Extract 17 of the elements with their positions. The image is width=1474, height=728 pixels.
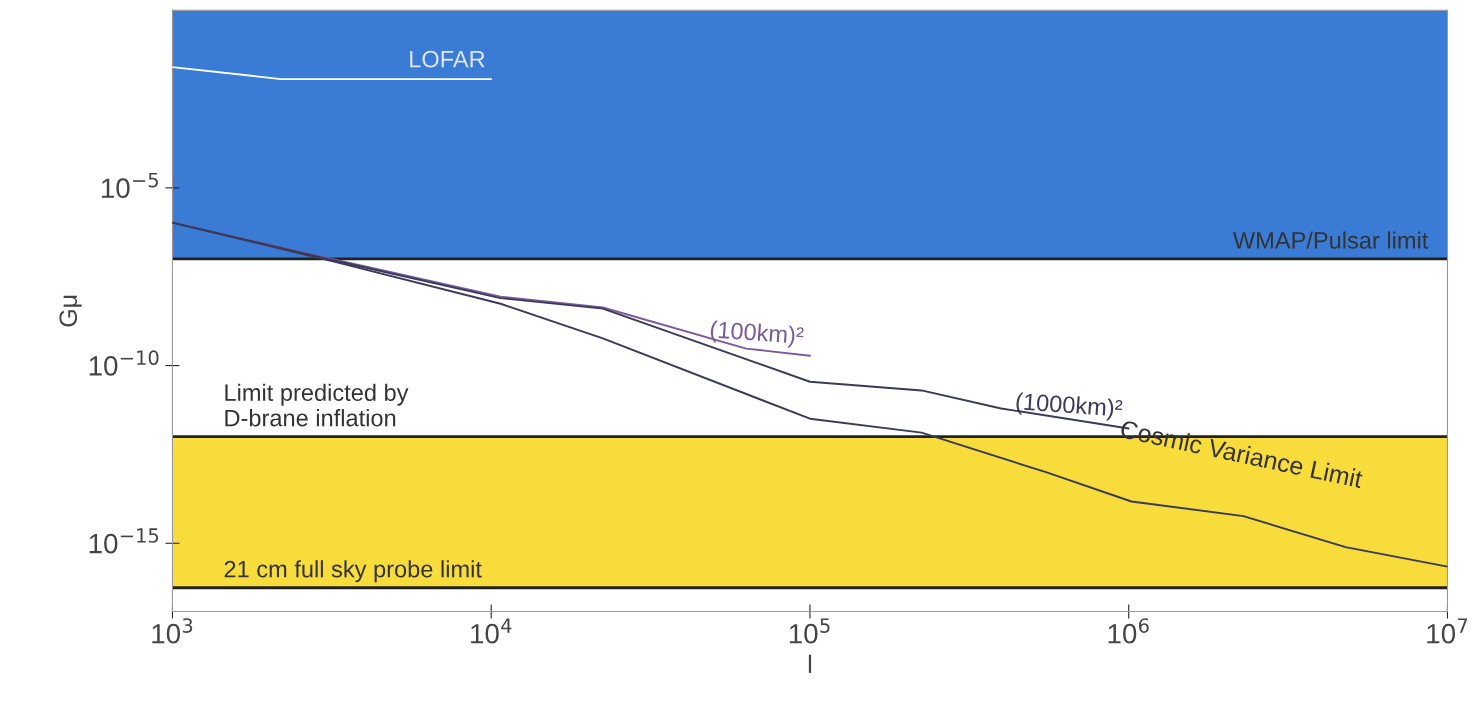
x-tick-label: 10$^{6}$ <box>1108 618 1149 644</box>
y-tick-label: 10$^{−10}$ <box>89 350 159 376</box>
x-tick-label: 10$^{3}$ <box>152 618 193 644</box>
ref-line-label: 21 cm full sky probe limit <box>224 560 482 583</box>
series-label: (1000km)² <box>1015 392 1123 422</box>
series-label: LOFAR <box>410 50 485 68</box>
series-label: (100km)² <box>710 320 804 349</box>
x-tick-label: 10$^{7}$ <box>1427 618 1468 644</box>
ref-line-label: WMAP/Pulsar limit <box>1232 231 1429 249</box>
x-axis-title: l <box>808 654 812 673</box>
x-tick-label: 10$^{5}$ <box>789 618 830 644</box>
text: Cosmic Variance Limit <box>1119 419 1364 489</box>
y-axis-title: Gμ <box>59 295 82 327</box>
ref-line-label: Limit predicted by D-brane inflation <box>225 383 409 427</box>
y-tick-label: 10$^{−5}$ <box>101 172 158 199</box>
x-tick-label: 10$^{4}$ <box>471 618 512 644</box>
y-tick-label: 10$^{−15}$ <box>89 528 159 554</box>
